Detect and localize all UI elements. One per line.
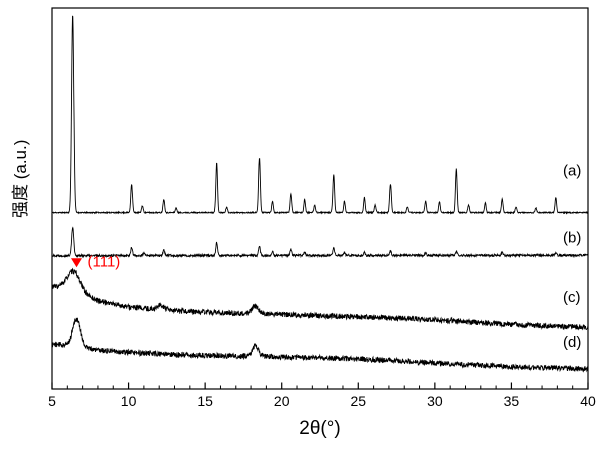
series-label-c: (c) bbox=[563, 289, 581, 306]
x-tick-label: 10 bbox=[121, 393, 137, 409]
x-tick-label: 35 bbox=[504, 393, 520, 409]
series-curve-d bbox=[51, 317, 589, 373]
y-axis-label: 强度 (a.u.) bbox=[11, 139, 30, 218]
x-tick-label: 20 bbox=[274, 393, 290, 409]
x-tick-label: 15 bbox=[197, 393, 213, 409]
x-tick-label: 40 bbox=[580, 393, 596, 409]
series-curve-c bbox=[51, 267, 589, 331]
series-label-d: (d) bbox=[563, 334, 581, 351]
series-label-b: (b) bbox=[563, 230, 581, 247]
series-curve-b bbox=[51, 226, 589, 259]
annotation-text: (111) bbox=[88, 253, 121, 270]
series-label-a: (a) bbox=[563, 162, 581, 179]
series-curve-a bbox=[52, 15, 589, 215]
x-tick-label: 30 bbox=[427, 393, 443, 409]
annotation-triangle-down-icon bbox=[71, 258, 83, 268]
plot-frame bbox=[51, 7, 589, 390]
x-axis-label: 2θ(°) bbox=[299, 418, 341, 439]
x-tick-label: 25 bbox=[350, 393, 366, 409]
x-tick-label: 5 bbox=[48, 393, 56, 409]
